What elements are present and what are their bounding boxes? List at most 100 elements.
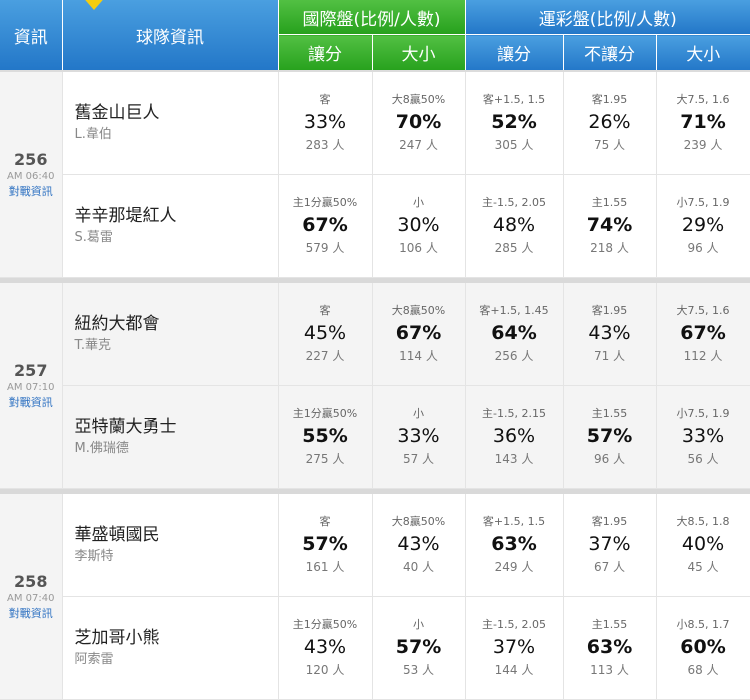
odds-cell: 主1分贏50% 55% 275 人: [278, 385, 373, 489]
odds-percent: 64%: [491, 322, 537, 344]
odds-count: 106 人: [399, 241, 438, 255]
odds-count: 75 人: [593, 138, 626, 152]
odds-percent: 30%: [397, 214, 440, 236]
table-row: 辛辛那堤紅人 S.葛雷 主1分贏50% 67% 579 人 小 30% 106 …: [0, 174, 750, 278]
odds-count: 275 人: [305, 452, 345, 466]
table-row: 芝加哥小熊 阿索雷 主1分贏50% 43% 120 人 小 57% 53 人 主…: [0, 596, 750, 700]
odds-count: 56 人: [687, 452, 719, 466]
odds-cell: 主-1.5, 2.15 36% 143 人: [465, 385, 564, 489]
odds-percent: 52%: [491, 111, 537, 133]
matchup-link[interactable]: 對戰資訊: [8, 184, 53, 198]
odds-count: 256 人: [494, 349, 534, 363]
header-intl-size: 大小: [372, 34, 466, 70]
odds-label: 客: [319, 93, 331, 106]
odds-percent: 57%: [395, 636, 442, 658]
odds-cell: 主1.55 63% 113 人: [563, 596, 657, 700]
odds-cell: 小8.5, 1.7 60% 68 人: [656, 596, 750, 700]
odds-cell: 大7.5, 1.6 71% 239 人: [656, 72, 750, 175]
odds-label: 大7.5, 1.6: [676, 304, 730, 317]
odds-percent: 63%: [491, 533, 537, 555]
table-row: 亞特蘭大勇士 M.佛瑞德 主1分贏50% 55% 275 人 小 33% 57 …: [0, 385, 750, 489]
pitcher-name: 阿索雷: [74, 652, 114, 667]
odds-percent: 60%: [680, 636, 726, 658]
odds-percent: 33%: [397, 425, 440, 447]
matchup-link[interactable]: 對戰資訊: [8, 395, 53, 409]
odds-count: 247 人: [399, 138, 438, 152]
odds-count: 305 人: [494, 138, 534, 152]
odds-label: 客1.95: [591, 304, 628, 317]
game-time: AM 07:40: [7, 592, 55, 604]
pitcher-name: S.葛雷: [74, 230, 113, 245]
header-lottery: 運彩盤(比例/人數): [465, 0, 750, 35]
odds-count: 113 人: [590, 663, 629, 677]
team-name: 芝加哥小熊: [74, 628, 160, 648]
matchup-link[interactable]: 對戰資訊: [8, 606, 53, 620]
odds-percent: 74%: [586, 214, 633, 236]
odds-label: 小: [413, 196, 424, 209]
odds-percent: 57%: [586, 425, 633, 447]
odds-count: 144 人: [494, 663, 534, 677]
odds-percent: 71%: [680, 111, 726, 133]
odds-cell: 客 57% 161 人: [278, 494, 373, 597]
odds-percent: 26%: [588, 111, 631, 133]
odds-cell: 大8贏50% 67% 114 人: [372, 283, 466, 386]
odds-label: 主-1.5, 2.05: [482, 196, 546, 209]
odds-count: 57 人: [402, 452, 435, 466]
odds-count: 112 人: [683, 349, 723, 363]
odds-percent: 36%: [492, 425, 536, 447]
pitcher-name: 李斯特: [74, 549, 114, 564]
team-cell: 辛辛那堤紅人 S.葛雷: [62, 174, 279, 278]
odds-label: 小7.5, 1.9: [676, 407, 730, 420]
odds-cell: 客+1.5, 1.45 64% 256 人: [465, 283, 564, 386]
odds-percent: 43%: [397, 533, 440, 555]
odds-count: 45 人: [687, 560, 719, 574]
odds-cell: 客+1.5, 1.5 52% 305 人: [465, 72, 564, 175]
game-info: 256 AM 06:40 對戰資訊: [0, 72, 63, 278]
team-name: 舊金山巨人: [74, 103, 160, 123]
header-lot-size: 大小: [656, 34, 750, 70]
team-cell: 紐約大都會 T.華克: [62, 283, 279, 386]
header-info: 資訊: [0, 0, 63, 70]
odds-cell: 客1.95 26% 75 人: [563, 72, 657, 175]
row-divider: [0, 277, 750, 283]
team-cell: 華盛頓國民 李斯特: [62, 494, 279, 597]
team-cell: 亞特蘭大勇士 M.佛瑞德: [62, 385, 279, 489]
odds-cell: 大8.5, 1.8 40% 45 人: [656, 494, 750, 597]
odds-count: 96 人: [687, 241, 719, 255]
odds-label: 小8.5, 1.7: [676, 618, 730, 631]
odds-label: 客1.95: [591, 93, 628, 106]
odds-percent: 33%: [681, 425, 725, 447]
odds-cell: 客1.95 37% 67 人: [563, 494, 657, 597]
table-row: 257 AM 07:10 對戰資訊 紐約大都會 T.華克 客 45% 227 人…: [0, 283, 750, 489]
header-intl-handicap: 讓分: [278, 34, 373, 70]
odds-count: 114 人: [399, 349, 438, 363]
odds-percent: 67%: [395, 322, 442, 344]
odds-count: 120 人: [305, 663, 345, 677]
odds-label: 主1.55: [591, 407, 628, 420]
odds-cell: 小7.5, 1.9 33% 56 人: [656, 385, 750, 489]
odds-cell: 小 57% 53 人: [372, 596, 466, 700]
odds-count: 218 人: [590, 241, 629, 255]
game-info: 257 AM 07:10 對戰資訊: [0, 283, 63, 489]
odds-count: 285 人: [494, 241, 534, 255]
odds-count: 67 人: [593, 560, 626, 574]
odds-percent: 37%: [588, 533, 631, 555]
pitcher-name: L.韋伯: [74, 127, 112, 142]
odds-cell: 大8贏50% 43% 40 人: [372, 494, 466, 597]
odds-cell: 客+1.5, 1.5 63% 249 人: [465, 494, 564, 597]
odds-percent: 57%: [302, 533, 348, 555]
odds-percent: 33%: [303, 111, 347, 133]
odds-cell: 小7.5, 1.9 29% 96 人: [656, 174, 750, 278]
team-cell: 芝加哥小熊 阿索雷: [62, 596, 279, 700]
odds-count: 68 人: [687, 663, 719, 677]
odds-label: 小7.5, 1.9: [676, 196, 730, 209]
odds-cell: 主1分贏50% 43% 120 人: [278, 596, 373, 700]
team-name: 紐約大都會: [74, 314, 160, 334]
odds-percent: 40%: [681, 533, 725, 555]
odds-label: 客+1.5, 1.45: [479, 304, 549, 317]
odds-cell: 主-1.5, 2.05 37% 144 人: [465, 596, 564, 700]
odds-percent: 29%: [681, 214, 725, 236]
team-cell: 舊金山巨人 L.韋伯: [62, 72, 279, 175]
odds-label: 主-1.5, 2.05: [482, 618, 546, 631]
